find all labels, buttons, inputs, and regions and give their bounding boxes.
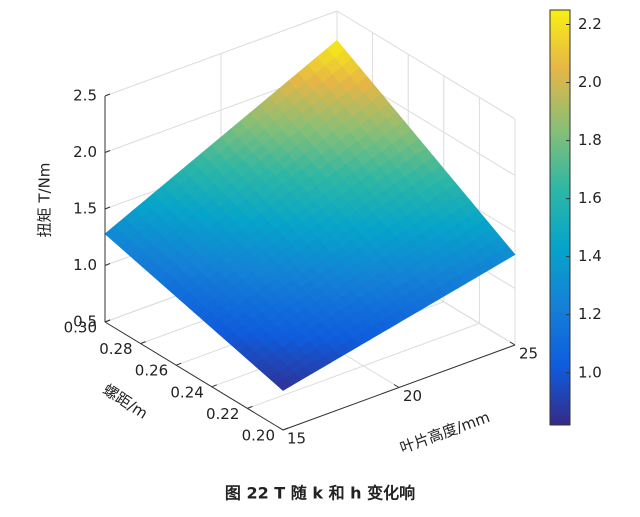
x-tick-label: 20 bbox=[403, 387, 422, 405]
surface bbox=[104, 39, 516, 391]
z-axis-label: 扭矩 T/Nm bbox=[36, 163, 54, 238]
tick-mark bbox=[211, 384, 217, 388]
tick-mark bbox=[277, 426, 284, 431]
tick-mark bbox=[393, 384, 400, 388]
tick-mark bbox=[104, 150, 111, 153]
z-tick-label: 1.0 bbox=[73, 256, 97, 274]
grid-line bbox=[104, 10, 338, 97]
tick-mark bbox=[282, 427, 289, 431]
axes: 0.5 1.0 1.5 2.0 2.5 0.200.220.240.260.280.30 1… bbox=[64, 87, 539, 448]
colorbar-tick-label: 1.4 bbox=[578, 247, 602, 265]
colorbar-tick-label: 2.2 bbox=[578, 15, 602, 33]
colorbar-tick-label: 2.0 bbox=[578, 73, 602, 91]
tick-mark bbox=[104, 319, 111, 323]
grid-line bbox=[247, 322, 480, 409]
grid-line bbox=[336, 10, 516, 120]
y-axis bbox=[104, 321, 284, 431]
z-tick-label: 1.5 bbox=[73, 200, 97, 218]
caption: 图 22 T 随 k 和 h 变化响 bbox=[225, 484, 415, 503]
y-tick-label: 0.28 bbox=[99, 340, 132, 358]
tick-mark bbox=[104, 206, 111, 210]
tick-mark bbox=[104, 263, 111, 266]
tick-mark bbox=[509, 341, 516, 346]
z-tick-label: 2.0 bbox=[73, 143, 97, 161]
x-tick-label: 15 bbox=[287, 430, 306, 448]
y-tick-label: 0.24 bbox=[170, 383, 203, 401]
y-tick-label: 0.30 bbox=[64, 319, 97, 337]
tick-mark bbox=[104, 93, 111, 97]
tick-mark bbox=[247, 405, 253, 409]
z-tick-label: 2.5 bbox=[73, 87, 97, 105]
colorbar-tick-label: 1.0 bbox=[578, 363, 602, 381]
y-tick-label: 0.20 bbox=[242, 427, 275, 445]
colorbar-tick-label: 1.8 bbox=[578, 131, 602, 149]
surface-patch bbox=[326, 39, 345, 58]
colorbar bbox=[549, 9, 571, 426]
y-tick-label: 0.26 bbox=[135, 362, 168, 380]
y-axis-label: 螺距/m bbox=[100, 381, 151, 423]
y-tick-label: 0.22 bbox=[206, 405, 239, 423]
x-tick-label: 25 bbox=[519, 345, 538, 363]
x-axis-label: 叶片高度/mm bbox=[397, 408, 492, 457]
colorbar-tick-label: 1.6 bbox=[578, 189, 602, 207]
z-tick-label: 0.5 bbox=[73, 313, 97, 331]
tick-mark bbox=[176, 362, 182, 366]
tick-mark bbox=[140, 341, 146, 345]
colorbar-tick-label: 1.2 bbox=[578, 305, 602, 323]
